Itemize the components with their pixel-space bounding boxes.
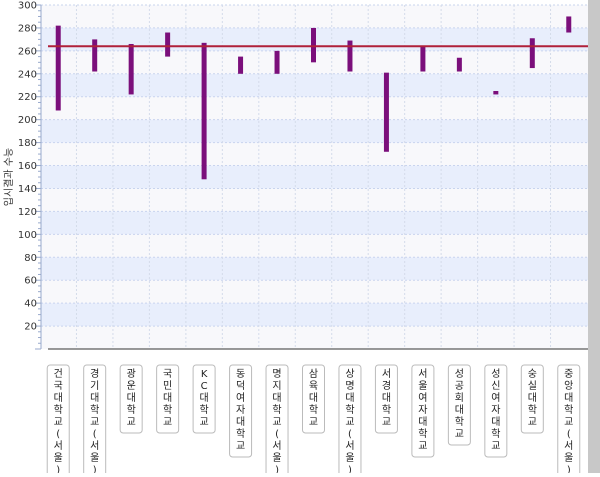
range-bar	[383, 72, 389, 152]
x-label-box	[302, 364, 325, 434]
range-bar	[420, 46, 426, 72]
grid-band	[41, 142, 588, 166]
x-label-box	[338, 364, 362, 477]
grid-band	[41, 188, 588, 212]
y-tick-label: 120	[18, 207, 37, 218]
y-tick-label: 300	[18, 1, 37, 12]
x-tick-label: 중 앙 대 학 교(서 울)	[564, 368, 573, 473]
x-label-box	[119, 364, 143, 434]
range-bar	[55, 25, 61, 111]
grid-band	[41, 303, 588, 327]
range-bar	[529, 38, 535, 69]
grid-band	[41, 211, 588, 235]
range-bar	[311, 27, 316, 63]
y-tick-label: 100	[18, 230, 37, 241]
y-axis-label: 입시결과 수능	[2, 148, 15, 206]
y-tick-label: 220	[18, 92, 37, 103]
x-label-box	[411, 364, 435, 458]
range-bar	[274, 50, 280, 74]
grid-band	[41, 234, 588, 258]
grid-band	[41, 257, 588, 281]
range-bar	[456, 57, 462, 72]
y-tick-label: 200	[18, 115, 37, 126]
range-bar	[201, 42, 207, 180]
x-label-box	[83, 364, 107, 477]
x-tick-label: 명 지 대 학 교(서 울)	[272, 368, 281, 473]
x-label-box	[374, 364, 398, 434]
y-tick-label: 280	[18, 23, 37, 34]
x-tick-label: 경 기 대 학 교(서 울)	[90, 367, 99, 473]
y-tick-label: 60	[24, 276, 37, 287]
y-tick-label: 240	[18, 69, 37, 80]
x-label-box	[447, 364, 471, 446]
range-bar	[128, 43, 134, 95]
x-label-box	[265, 364, 289, 477]
x-tick-label: 상 명 대 학 교(서 울)	[345, 368, 354, 473]
y-tick-label: 80	[24, 253, 37, 264]
grid-band	[41, 280, 588, 304]
range-bar	[92, 39, 98, 72]
x-label-box	[229, 364, 253, 458]
y-tick-label: 180	[18, 138, 37, 149]
y-tick-label: 20	[24, 322, 37, 333]
range-bar	[347, 40, 353, 72]
range-bar	[165, 32, 171, 57]
x-label-box	[46, 364, 70, 477]
range-bar	[566, 16, 572, 33]
range-bar	[493, 91, 499, 95]
x-label-box	[557, 364, 581, 477]
y-tick-label: 260	[18, 46, 37, 57]
grid-band	[41, 5, 588, 28]
range-bar	[238, 56, 244, 74]
grid-band	[41, 165, 588, 189]
grid-band	[41, 119, 588, 143]
x-label-box	[484, 364, 508, 458]
y-tick-label: 140	[18, 184, 37, 195]
x-label-box	[156, 364, 180, 434]
x-tick-label: 건 국 대 학 교(서 울)	[54, 368, 63, 473]
grid-band	[41, 326, 588, 349]
vertical-scrollbar[interactable]	[588, 0, 600, 473]
x-label-box	[192, 364, 216, 434]
x-label-box	[520, 364, 544, 434]
y-tick-label: 160	[18, 161, 37, 172]
grid-band	[41, 73, 588, 97]
y-tick-label: 40	[24, 299, 37, 310]
grid-band	[41, 96, 588, 120]
